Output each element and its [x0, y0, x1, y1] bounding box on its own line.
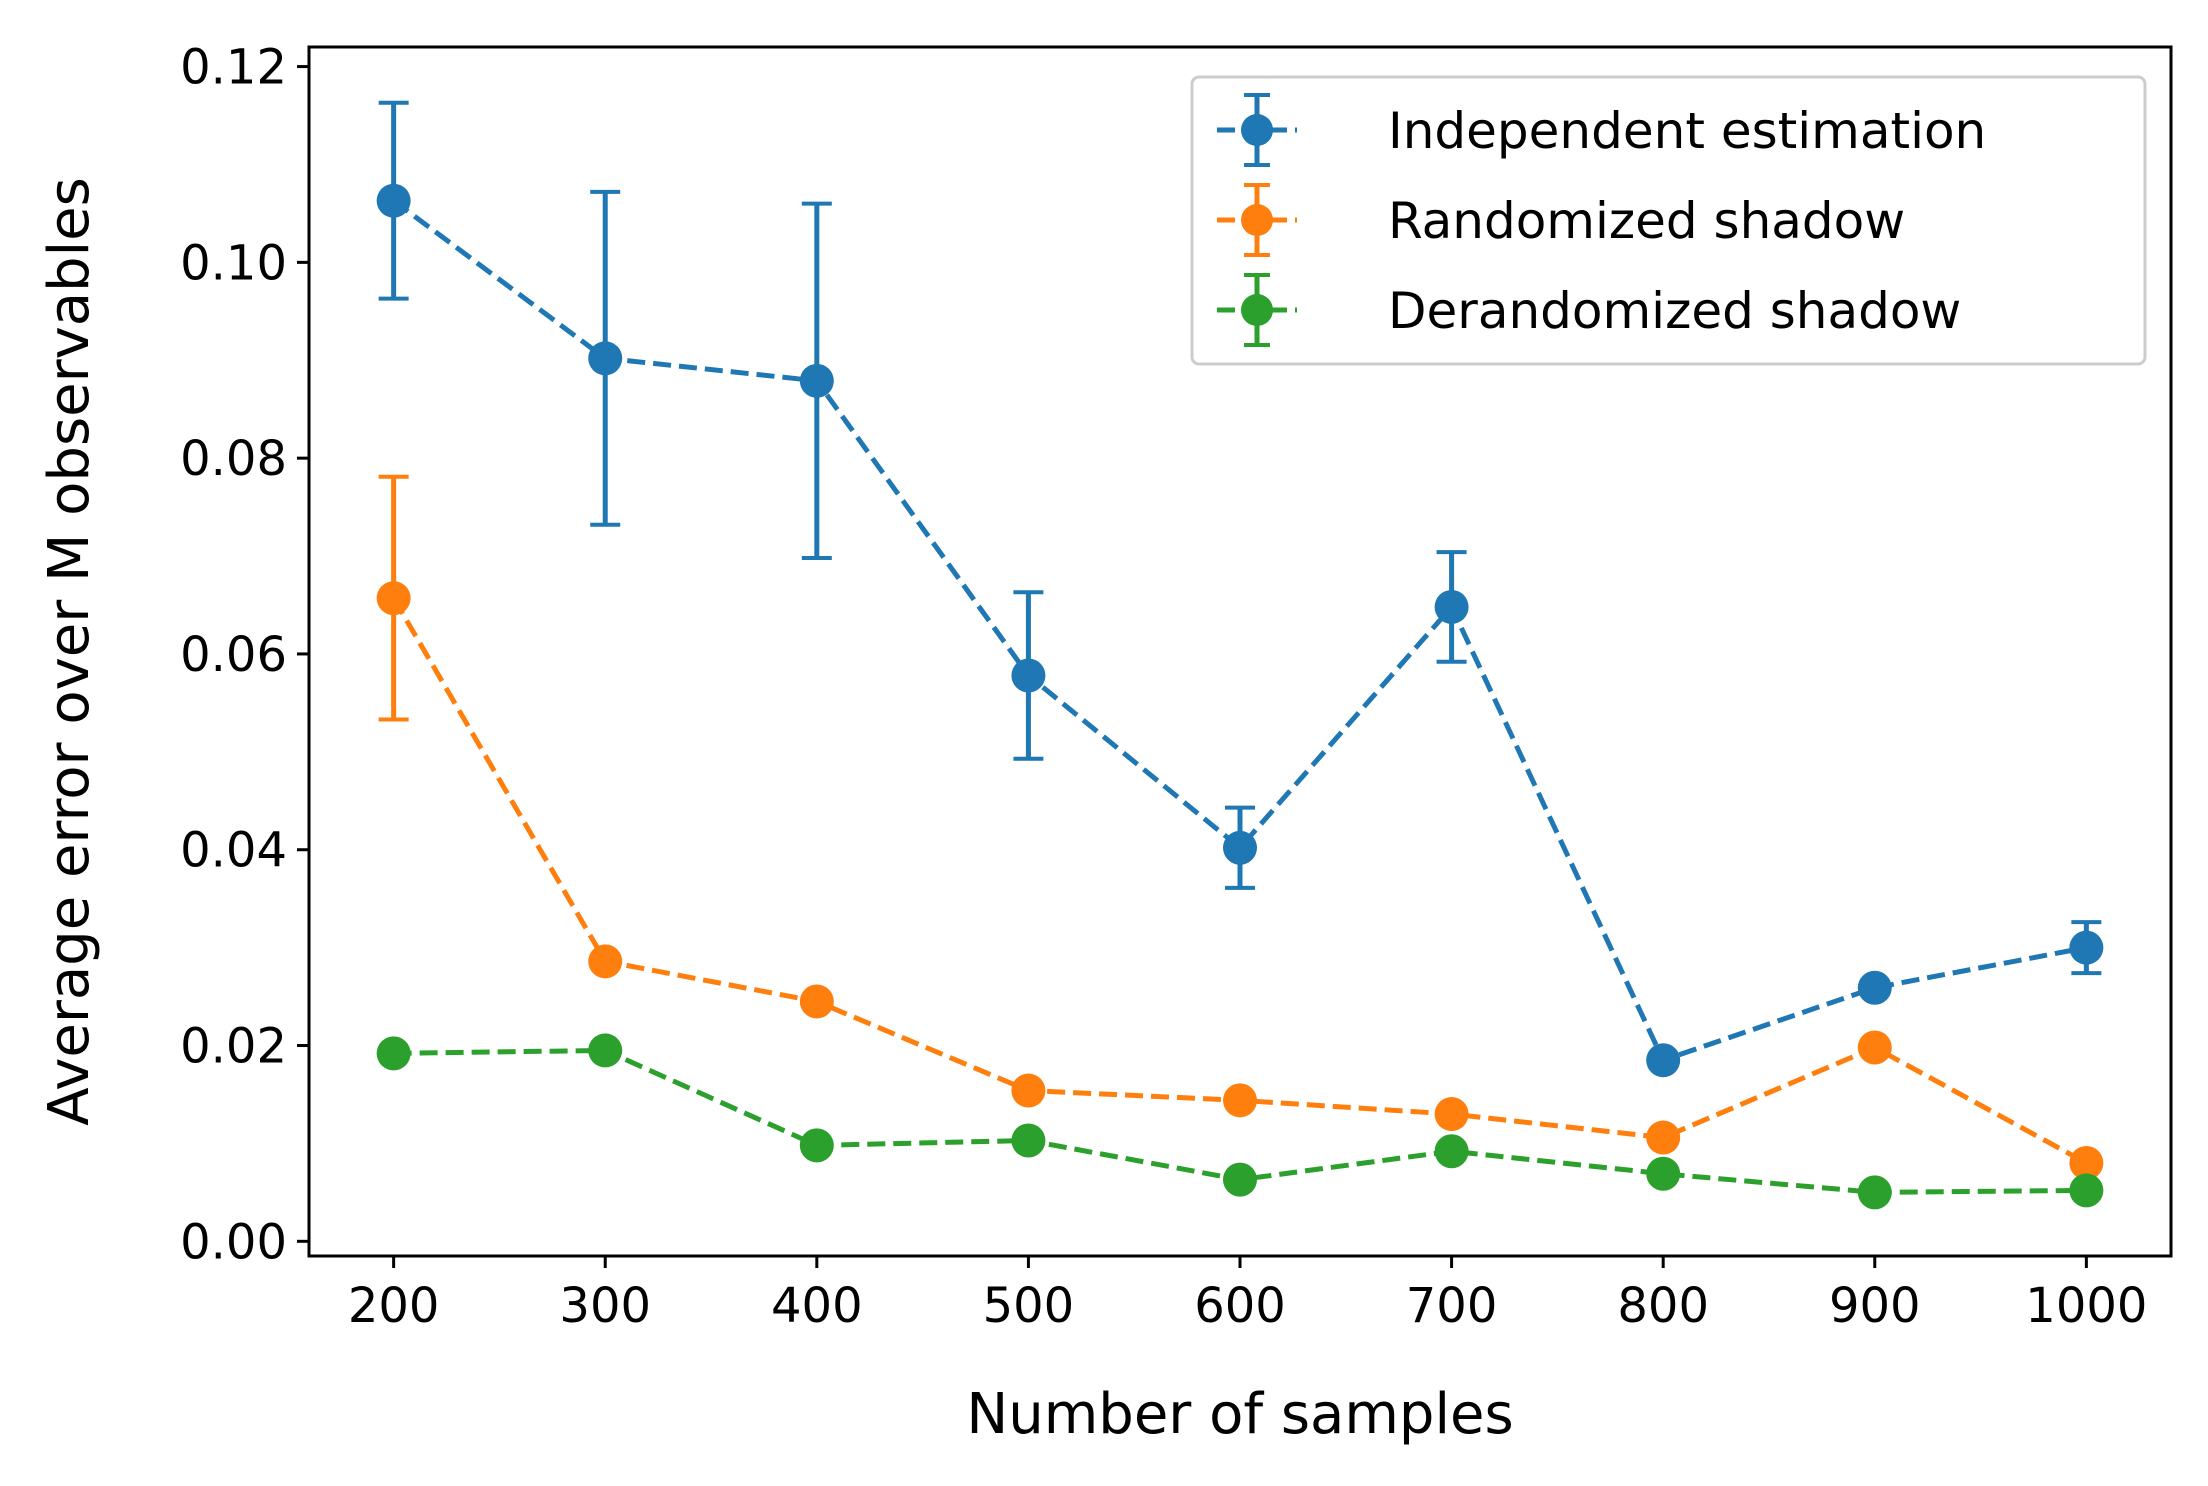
- legend-label: Derandomized shadow: [1388, 282, 1961, 340]
- series-1: [376, 474, 2104, 1180]
- y-tick-label: 0.08: [180, 431, 287, 487]
- data-point: [1434, 589, 1469, 624]
- legend-label: Randomized shadow: [1388, 192, 1905, 250]
- y-axis: 0.00 0.02 0.04 0.06 0.08 0.10 0.12: [180, 40, 309, 1270]
- legend-marker: [1241, 294, 1273, 326]
- data-point: [799, 1128, 834, 1163]
- x-axis: 200 300 400 500 600 700 800 900 1000: [348, 1256, 2147, 1334]
- data-point: [376, 581, 411, 616]
- x-tick-label: 800: [1617, 1278, 1709, 1334]
- data-point: [1434, 1097, 1469, 1132]
- y-tick-label: 0.06: [180, 627, 287, 683]
- data-point: [1857, 1175, 1892, 1210]
- data-point: [2069, 1146, 2104, 1180]
- legend: Independent estimation Randomized shadow D…: [1190, 75, 2147, 366]
- y-tick-label: 0.04: [180, 823, 287, 879]
- y-tick-label: 0.10: [180, 235, 287, 291]
- data-point: [1646, 1156, 1681, 1191]
- data-point: [1223, 830, 1257, 865]
- data-point: [2069, 1173, 2104, 1208]
- data-point: [1434, 1134, 1469, 1169]
- data-point: [1646, 1120, 1681, 1155]
- data-point: [1011, 1073, 1046, 1108]
- data-point: [1857, 1030, 1892, 1065]
- legend-label: Independent estimation: [1388, 102, 1986, 160]
- data-point: [1223, 1083, 1257, 1118]
- x-tick-label: 500: [983, 1278, 1075, 1334]
- y-tick-label: 0.02: [180, 1019, 287, 1075]
- data-point: [588, 944, 623, 979]
- x-axis-title: Number of samples: [966, 1382, 1513, 1447]
- data-point: [1223, 1162, 1257, 1197]
- x-tick-label: 1000: [2025, 1278, 2147, 1334]
- y-tick-label: 0.12: [180, 40, 287, 96]
- data-point: [2069, 930, 2104, 965]
- marks-layer: [376, 100, 2104, 1210]
- x-tick-label: 400: [771, 1278, 863, 1334]
- x-tick-label: 200: [348, 1278, 440, 1334]
- legend-box: [1190, 75, 2147, 366]
- data-point: [376, 1036, 411, 1071]
- legend-marker: [1241, 204, 1273, 236]
- data-point: [1011, 1123, 1046, 1158]
- data-point: [799, 984, 834, 1019]
- data-point: [1857, 970, 1892, 1005]
- x-tick-label: 700: [1406, 1278, 1498, 1334]
- series-line: [392, 198, 2087, 1064]
- series-2: [376, 1033, 2104, 1210]
- y-axis-title: Average error over M observables: [37, 177, 102, 1126]
- x-tick-label: 600: [1194, 1278, 1286, 1334]
- y-tick-label: 0.00: [180, 1214, 287, 1270]
- data-point: [588, 1033, 623, 1068]
- x-tick-label: 900: [1829, 1278, 1921, 1334]
- data-point: [1646, 1043, 1681, 1078]
- data-point: [588, 341, 623, 376]
- x-tick-label: 300: [559, 1278, 651, 1334]
- data-point: [1011, 658, 1046, 693]
- data-point: [799, 363, 834, 398]
- legend-marker: [1241, 114, 1273, 146]
- data-point: [376, 183, 411, 218]
- series-0: [376, 100, 2104, 1078]
